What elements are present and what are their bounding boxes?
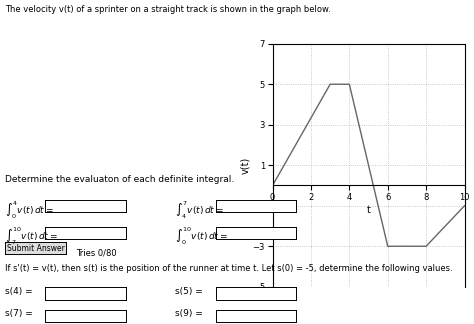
Text: Tries 0/80: Tries 0/80 xyxy=(76,249,117,258)
Text: s(5) =: s(5) = xyxy=(175,287,203,296)
Text: s(9) =: s(9) = xyxy=(175,309,203,318)
X-axis label: t: t xyxy=(366,205,371,215)
Text: If s'(t) = v(t), then s(t) is the position of the runner at time t. Let s(0) = -: If s'(t) = v(t), then s(t) is the positi… xyxy=(5,264,452,273)
Text: $\int_4^7 v(t)\,dt =$: $\int_4^7 v(t)\,dt =$ xyxy=(175,199,224,221)
Text: $\int_0^4 v(t)\,dt =$: $\int_0^4 v(t)\,dt =$ xyxy=(5,199,54,221)
Text: s(4) =: s(4) = xyxy=(5,287,32,296)
Text: $\int_7^{10} v(t)\,dt =$: $\int_7^{10} v(t)\,dt =$ xyxy=(5,225,57,247)
Text: Submit Answer: Submit Answer xyxy=(7,244,64,253)
Text: The velocity v(t) of a sprinter on a straight track is shown in the graph below.: The velocity v(t) of a sprinter on a str… xyxy=(5,5,330,14)
Text: $\int_0^{10} v(t)\,dt =$: $\int_0^{10} v(t)\,dt =$ xyxy=(175,225,228,247)
Text: s(7) =: s(7) = xyxy=(5,309,33,318)
Text: Determine the evaluaton of each definite integral.: Determine the evaluaton of each definite… xyxy=(5,175,234,184)
Y-axis label: v(t): v(t) xyxy=(240,156,250,174)
